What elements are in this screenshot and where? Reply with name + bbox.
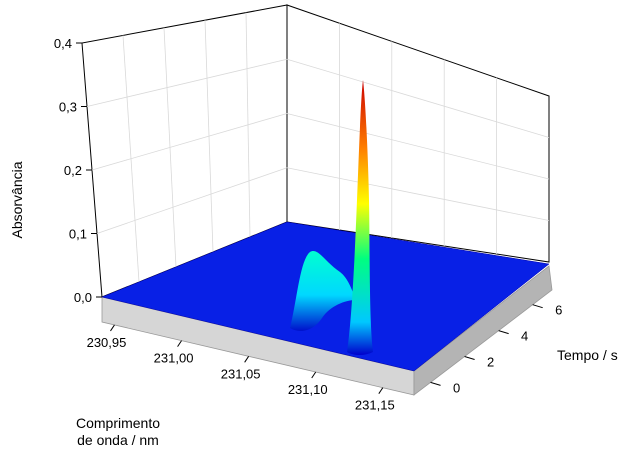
x-axis: 230,95 231,00 231,05 231,10 231,15 bbox=[87, 324, 395, 413]
z-gridline-left bbox=[91, 113, 288, 171]
x-tick bbox=[244, 356, 250, 363]
x-axis-title-line2: de onda / nm bbox=[77, 432, 159, 448]
vertical-gridline-left bbox=[204, 20, 214, 253]
y-axis: 0 2 4 6 bbox=[430, 303, 562, 395]
z-axis: 0,0 0,1 0,2 0,3 0,4 bbox=[54, 36, 102, 305]
main-peak bbox=[347, 80, 373, 355]
y-tick-label: 6 bbox=[555, 303, 562, 318]
z-gridline-left bbox=[86, 58, 288, 107]
z-tick-label: 0,2 bbox=[64, 163, 82, 178]
vertical-gridline-left bbox=[163, 27, 177, 268]
z-gridline-left bbox=[96, 167, 288, 234]
z-tick-label: 0,0 bbox=[74, 290, 92, 305]
y-axis-title: Tempo / s bbox=[557, 347, 618, 363]
x-tick-label: 231,00 bbox=[154, 351, 194, 366]
vertical-gridline-left bbox=[245, 12, 251, 238]
x-tick-label: 231,15 bbox=[355, 398, 395, 413]
y-tick-label: 2 bbox=[487, 355, 494, 370]
z-tick-label: 0,3 bbox=[59, 100, 77, 115]
z-tick-label: 0,1 bbox=[69, 227, 87, 242]
z-gridline-right bbox=[286, 113, 550, 180]
surface-peaks bbox=[290, 80, 373, 355]
y-tick bbox=[464, 356, 475, 360]
x-tick bbox=[378, 387, 384, 394]
z-axis-title: Absorvância bbox=[9, 161, 25, 238]
x-tick bbox=[177, 340, 182, 347]
z-gridline-right bbox=[286, 167, 550, 221]
secondary-peak bbox=[290, 251, 356, 331]
x-tick-label: 230,95 bbox=[87, 335, 127, 350]
z-gridline-right bbox=[286, 58, 550, 138]
base-right-side bbox=[413, 265, 553, 396]
x-tick bbox=[311, 371, 317, 379]
y-tick bbox=[532, 304, 543, 309]
vertical-gridline-left bbox=[122, 35, 140, 283]
y-tick bbox=[498, 330, 509, 335]
x-tick-label: 231,05 bbox=[221, 366, 261, 381]
y-tick bbox=[430, 381, 441, 386]
back-walls bbox=[81, 4, 550, 298]
x-tick-label: 231,10 bbox=[288, 382, 328, 397]
z-tick-label: 0,4 bbox=[54, 36, 72, 51]
y-tick-label: 0 bbox=[453, 380, 460, 395]
y-tick-label: 4 bbox=[521, 329, 528, 344]
right-back-wall bbox=[286, 4, 550, 263]
grid-lines bbox=[86, 12, 550, 283]
x-tick bbox=[110, 324, 115, 332]
x-axis-title-line1: Comprimento bbox=[76, 415, 160, 431]
